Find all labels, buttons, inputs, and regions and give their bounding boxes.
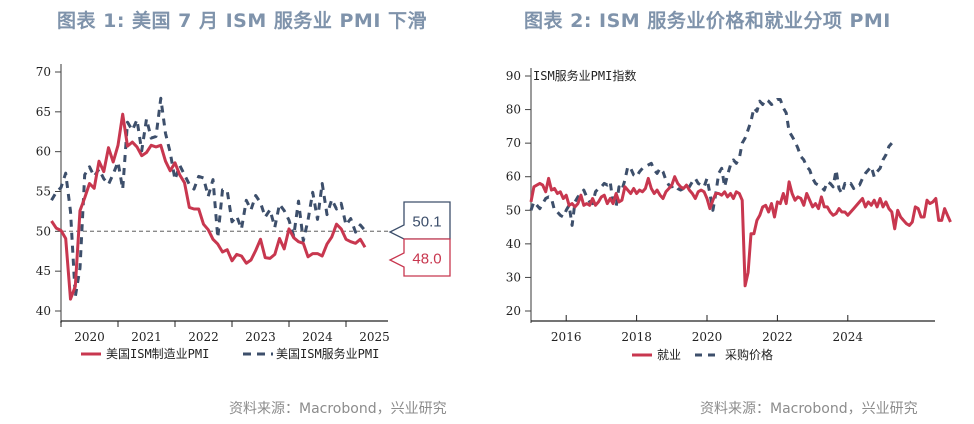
chart1-y-axis: 40 45 50 55 60 65 70 (36, 64, 62, 323)
legend-label-prices: 采购价格 (725, 347, 773, 362)
series-line-1 (50, 96, 367, 299)
chart2-x-axis: 2016 2018 2020 2022 2024 (531, 315, 935, 344)
x-tick-label: 2023 (245, 330, 276, 344)
chart1-title: 图表 1: 美国 7 月 ISM 服务业 PMI 下滑 (57, 10, 428, 32)
x-tick-label: 2022 (188, 330, 219, 344)
x-tick-label: 2022 (762, 330, 793, 344)
y-tick-label: 40 (506, 237, 521, 251)
chart1-x-axis: 2020 2021 2022 2023 2024 2025 (60, 320, 390, 344)
y-tick-label: 90 (506, 69, 521, 83)
legend-label-manufacturing: 美国ISM制造业PMI (106, 347, 209, 361)
legend-label-employment: 就业 (657, 348, 681, 362)
callout-value: 48.0 (412, 251, 441, 268)
y-tick-label: 45 (36, 264, 51, 278)
chart2-title: 图表 2: ISM 服务业价格和就业分项 PMI (524, 10, 891, 32)
y-tick-label: 20 (506, 304, 521, 318)
y-tick-label: 40 (36, 304, 51, 318)
callout-manufacturing: 48.0 (388, 238, 451, 277)
x-tick-label: 2016 (551, 330, 582, 344)
chart1-series (50, 96, 367, 301)
y-tick-label: 65 (36, 105, 51, 119)
y-tick-label: 70 (36, 65, 51, 79)
x-tick-label: 2024 (302, 330, 333, 344)
chart2-legend: 就业 采购价格 (632, 347, 773, 362)
y-tick-label: 50 (36, 224, 51, 238)
y-tick-label: 70 (506, 136, 521, 150)
chart2-inner-label: ISM服务业PMI指数 (533, 68, 636, 83)
chart1-legend: 美国ISM制造业PMI 美国ISM服务业PMI (81, 346, 379, 361)
x-tick-label: 2018 (621, 330, 652, 344)
chart2: 20 30 40 50 60 70 80 90 2016 2018 2020 2022 2024 IS… (506, 68, 952, 362)
series-line-0 (50, 112, 367, 301)
x-tick-label: 2021 (131, 330, 162, 344)
x-tick-label: 2024 (833, 330, 864, 344)
x-tick-label: 2025 (359, 330, 390, 344)
callout-services: 50.1 (388, 201, 451, 240)
callout-value: 50.1 (412, 214, 441, 231)
y-tick-label: 30 (506, 270, 521, 284)
y-tick-label: 55 (36, 185, 51, 199)
callout-box (388, 238, 451, 277)
x-tick-label: 2020 (74, 330, 105, 344)
y-tick-label: 60 (36, 145, 51, 159)
x-tick-label: 2020 (692, 330, 723, 344)
series-line-0 (529, 175, 952, 288)
chart2-series (529, 98, 952, 288)
legend-label-services: 美国ISM服务业PMI (276, 346, 379, 361)
y-tick-label: 80 (506, 103, 521, 117)
chart1-source: 资料来源：Macrobond，兴业研究 (229, 401, 447, 417)
chart2-source: 资料来源：Macrobond，兴业研究 (700, 401, 918, 417)
y-tick-label: 50 (506, 203, 521, 217)
y-tick-label: 60 (506, 170, 521, 184)
chart1-callouts: 50.1 48.0 (388, 201, 451, 277)
chart2-y-axis: 20 30 40 50 60 70 80 90 (506, 68, 532, 323)
